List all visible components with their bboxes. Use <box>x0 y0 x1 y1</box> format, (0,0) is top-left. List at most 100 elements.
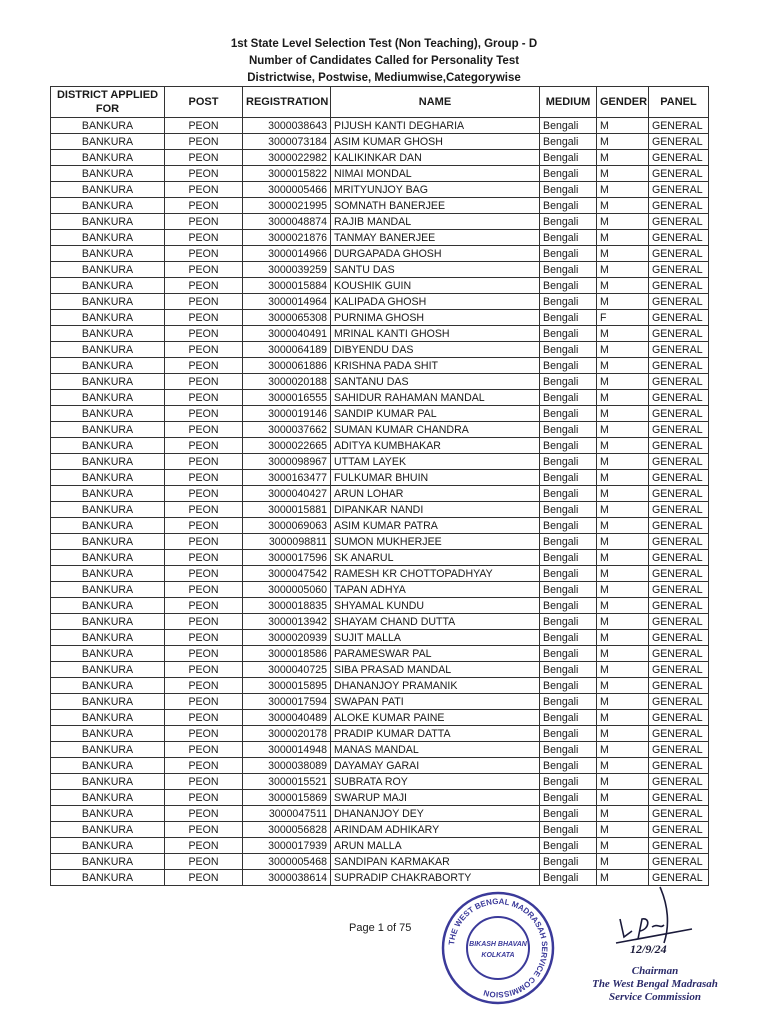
name-cell: SUMAN KUMAR CHANDRA <box>330 421 540 438</box>
medium-cell: Bengali <box>539 533 597 550</box>
registration-cell: 3000069063 <box>242 517 331 534</box>
medium-cell: Bengali <box>539 389 597 406</box>
name-cell: MRINAL KANTI GHOSH <box>330 325 540 342</box>
col-name: NAME <box>330 86 540 118</box>
panel-cell: GENERAL <box>648 565 709 582</box>
table-row: BANKURA PEON 3000022982 KALIKINKAR DAN Benga… <box>50 149 709 166</box>
district-cell: BANKURA <box>50 837 165 854</box>
gender-cell: F <box>596 309 649 326</box>
panel-cell: GENERAL <box>648 117 709 134</box>
table-row: BANKURA PEON 3000014948 MANAS MANDAL Bengali… <box>50 741 709 758</box>
table-row: BANKURA PEON 3000021876 TANMAY BANERJEE Beng… <box>50 229 709 246</box>
panel-cell: GENERAL <box>648 533 709 550</box>
medium-cell: Bengali <box>539 645 597 662</box>
panel-cell: GENERAL <box>648 773 709 790</box>
post-cell: PEON <box>164 517 243 534</box>
table-row: BANKURA PEON 3000064189 DIBYENDU DAS Bengali… <box>50 341 709 358</box>
gender-cell: M <box>596 501 649 518</box>
medium-cell: Bengali <box>539 789 597 806</box>
gender-cell: M <box>596 197 649 214</box>
table-row: BANKURA PEON 3000014966 DURGAPADA GHOSH Beng… <box>50 245 709 262</box>
gender-cell: M <box>596 581 649 598</box>
medium-cell: Bengali <box>539 117 597 134</box>
panel-cell: GENERAL <box>648 645 709 662</box>
gender-cell: M <box>596 133 649 150</box>
gender-cell: M <box>596 453 649 470</box>
name-cell: PARAMESWAR PAL <box>330 645 540 662</box>
svg-text:BIKASH BHAVAN: BIKASH BHAVAN <box>469 941 528 948</box>
medium-cell: Bengali <box>539 837 597 854</box>
panel-cell: GENERAL <box>648 501 709 518</box>
col-district: DISTRICT APPLIED FOR <box>50 86 165 118</box>
table-row: BANKURA PEON 3000005468 SANDIPAN KARMAKAR Be… <box>50 853 709 870</box>
district-cell: BANKURA <box>50 629 165 646</box>
table-row: BANKURA PEON 3000039259 SANTU DAS Bengali M GE… <box>50 261 709 278</box>
name-cell: ASIM KUMAR GHOSH <box>330 133 540 150</box>
table-row: BANKURA PEON 3000163477 FULKUMAR BHUIN Benga… <box>50 469 709 486</box>
name-cell: FULKUMAR BHUIN <box>330 469 540 486</box>
table-row: BANKURA PEON 3000017939 ARUN MALLA Bengali M G… <box>50 837 709 854</box>
gender-cell: M <box>596 565 649 582</box>
panel-cell: GENERAL <box>648 165 709 182</box>
gender-cell: M <box>596 837 649 854</box>
gender-cell: M <box>596 853 649 870</box>
name-cell: RAJIB MANDAL <box>330 213 540 230</box>
registration-cell: 3000020178 <box>242 725 331 742</box>
panel-cell: GENERAL <box>648 405 709 422</box>
panel-cell: GENERAL <box>648 389 709 406</box>
svg-text:KOLKATA: KOLKATA <box>481 952 514 959</box>
gender-cell: M <box>596 597 649 614</box>
panel-cell: GENERAL <box>648 581 709 598</box>
post-cell: PEON <box>164 213 243 230</box>
table-row: BANKURA PEON 3000038614 SUPRADIP CHAKRABORT… <box>50 869 709 886</box>
medium-cell: Bengali <box>539 869 597 886</box>
table-row: BANKURA PEON 3000015895 DHANANJOY PRAMANIK B… <box>50 677 709 694</box>
panel-cell: GENERAL <box>648 469 709 486</box>
gender-cell: M <box>596 549 649 566</box>
name-cell: SUBRATA ROY <box>330 773 540 790</box>
panel-cell: GENERAL <box>648 629 709 646</box>
post-cell: PEON <box>164 661 243 678</box>
district-cell: BANKURA <box>50 789 165 806</box>
table-row: BANKURA PEON 3000015881 DIPANKAR NANDI Benga… <box>50 501 709 518</box>
medium-cell: Bengali <box>539 613 597 630</box>
registration-cell: 3000037662 <box>242 421 331 438</box>
table-row: BANKURA PEON 3000038643 PIJUSH KANTI DEGHAR… <box>50 117 709 134</box>
gender-cell: M <box>596 149 649 166</box>
gender-cell: M <box>596 373 649 390</box>
panel-cell: GENERAL <box>648 453 709 470</box>
chairman-signature <box>615 886 693 944</box>
table-row: BANKURA PEON 3000020188 SANTANU DAS Bengali M… <box>50 373 709 390</box>
name-cell: SHYAMAL KUNDU <box>330 597 540 614</box>
medium-cell: Bengali <box>539 661 597 678</box>
panel-cell: GENERAL <box>648 709 709 726</box>
name-cell: DIPANKAR NANDI <box>330 501 540 518</box>
name-cell: SUMON MUKHERJEE <box>330 533 540 550</box>
gender-cell: M <box>596 469 649 486</box>
district-cell: BANKURA <box>50 709 165 726</box>
district-cell: BANKURA <box>50 357 165 374</box>
name-cell: TANMAY BANERJEE <box>330 229 540 246</box>
district-cell: BANKURA <box>50 821 165 838</box>
district-cell: BANKURA <box>50 229 165 246</box>
col-panel: PANEL <box>648 86 709 118</box>
gender-cell: M <box>596 517 649 534</box>
gender-cell: M <box>596 821 649 838</box>
panel-cell: GENERAL <box>648 485 709 502</box>
medium-cell: Bengali <box>539 181 597 198</box>
registration-cell: 3000017596 <box>242 549 331 566</box>
gender-cell: M <box>596 277 649 294</box>
registration-cell: 3000015881 <box>242 501 331 518</box>
table-row: BANKURA PEON 3000037662 SUMAN KUMAR CHANDRA… <box>50 421 709 438</box>
post-cell: PEON <box>164 405 243 422</box>
panel-cell: GENERAL <box>648 549 709 566</box>
panel-cell: GENERAL <box>648 325 709 342</box>
registration-cell: 3000017594 <box>242 693 331 710</box>
post-cell: PEON <box>164 581 243 598</box>
district-cell: BANKURA <box>50 405 165 422</box>
panel-cell: GENERAL <box>648 213 709 230</box>
registration-cell: 3000039259 <box>242 261 331 278</box>
post-cell: PEON <box>164 261 243 278</box>
table-row: BANKURA PEON 3000047542 RAMESH KR CHOTTOPAD… <box>50 565 709 582</box>
district-cell: BANKURA <box>50 645 165 662</box>
